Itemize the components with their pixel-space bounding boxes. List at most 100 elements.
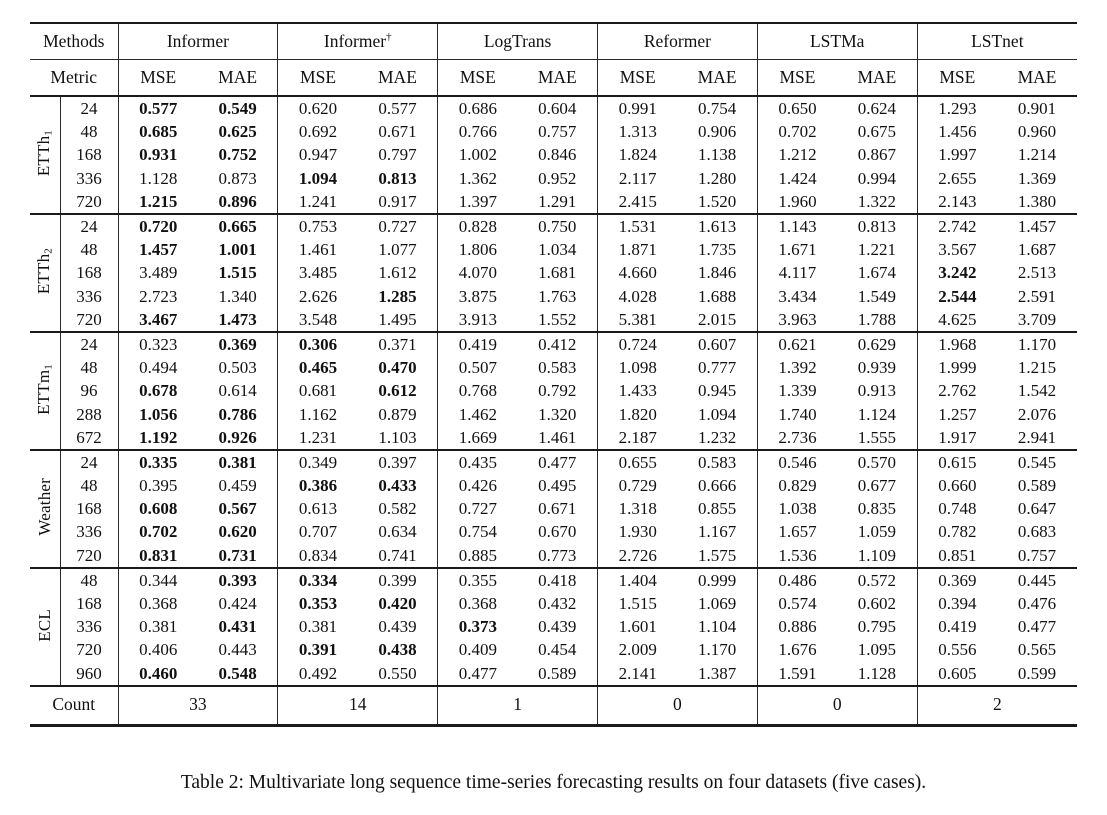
value-cell: 0.556 xyxy=(916,638,998,662)
value-cell: 0.729 xyxy=(596,474,678,498)
horizon-label: 48 xyxy=(59,474,118,498)
horizon-label: 24 xyxy=(59,330,118,357)
value-cell: 0.607 xyxy=(677,330,758,357)
value-cell: 0.494 xyxy=(117,356,198,380)
value-cell: 1.212 xyxy=(756,143,838,167)
value-cell: 0.947 xyxy=(277,143,358,167)
value-cell: 0.572 xyxy=(837,566,918,592)
horizon-label: 168 xyxy=(59,143,118,167)
value-cell: 0.707 xyxy=(277,520,358,544)
value-cell: 1.515 xyxy=(596,591,678,616)
value-cell: 1.214 xyxy=(1017,145,1057,165)
value-cell: 1.094 xyxy=(697,404,737,424)
results-table-container: Methods Informer Informer† LogTrans Reformer… xyxy=(30,22,1077,727)
value-cell: 1.657 xyxy=(756,520,838,544)
value-cell: 0.476 xyxy=(1017,594,1057,614)
value-cell: 1.930 xyxy=(596,520,678,544)
value-cell: 0.829 xyxy=(756,474,838,498)
value-cell: 0.393 xyxy=(197,566,278,592)
value-cell: 0.813 xyxy=(837,212,918,239)
method-header: LogTrans xyxy=(437,23,598,60)
value-cell: 1.339 xyxy=(756,379,838,403)
value-cell: 0.545 xyxy=(997,448,1077,474)
count-value: 2 xyxy=(916,684,1077,726)
value-cell: 1.671 xyxy=(756,238,838,262)
value-cell: 0.424 xyxy=(218,594,257,614)
value-cell: 1.457 xyxy=(117,238,198,262)
value-cell: 0.546 xyxy=(756,448,838,474)
value-cell: 0.748 xyxy=(916,497,998,521)
value-cell: 2.726 xyxy=(596,543,678,568)
value-cell: 2.187 xyxy=(596,425,678,450)
value-cell: 2.723 xyxy=(117,284,198,308)
value-cell: 0.438 xyxy=(378,640,417,660)
value-cell: 0.879 xyxy=(378,404,417,424)
value-cell: 2.544 xyxy=(916,284,998,308)
value-cell: 0.678 xyxy=(117,379,198,403)
value-cell: 1.846 xyxy=(697,263,737,283)
method-header: LSTnet xyxy=(916,23,1077,60)
value-cell: 0.867 xyxy=(857,145,897,165)
value-cell: 4.117 xyxy=(756,261,838,285)
value-cell: 0.917 xyxy=(378,191,417,211)
value-cell: 0.683 xyxy=(1017,522,1057,542)
value-cell: 1.128 xyxy=(117,166,198,190)
horizon-label: 24 xyxy=(59,94,118,121)
value-cell: 0.795 xyxy=(857,617,897,637)
value-cell: 1.404 xyxy=(596,566,678,592)
value-cell: 0.906 xyxy=(697,122,737,142)
value-cell: 0.549 xyxy=(197,94,278,121)
value-cell: 0.420 xyxy=(378,594,417,614)
value-cell: 0.620 xyxy=(277,94,358,121)
value-cell: 1.788 xyxy=(857,309,897,329)
value-cell: 0.831 xyxy=(117,543,198,568)
value-cell: 0.851 xyxy=(916,543,998,568)
value-cell: 1.098 xyxy=(596,356,678,380)
value-cell: 0.720 xyxy=(117,212,198,239)
horizon-label: 336 xyxy=(59,166,118,190)
value-cell: 2.626 xyxy=(277,284,358,308)
value-cell: 0.371 xyxy=(357,330,438,357)
metric-header-mae: MAE xyxy=(517,59,598,97)
value-cell: 0.692 xyxy=(277,120,358,144)
value-cell: 0.477 xyxy=(437,661,518,686)
value-cell: 0.994 xyxy=(857,168,897,188)
table-caption: Table 2: Multivariate long sequence time… xyxy=(180,772,927,793)
count-value: 14 xyxy=(277,684,438,726)
value-cell: 1.215 xyxy=(1017,358,1057,378)
value-cell: 3.567 xyxy=(916,238,998,262)
value-cell: 0.615 xyxy=(916,448,998,474)
value-cell: 1.461 xyxy=(538,427,577,447)
value-cell: 1.960 xyxy=(756,189,838,214)
value-cell: 0.754 xyxy=(677,94,758,121)
value-cell: 0.432 xyxy=(538,594,577,614)
value-cell: 0.625 xyxy=(218,122,257,142)
horizon-label: 48 xyxy=(59,566,118,592)
horizon-label: 336 xyxy=(59,615,118,639)
value-cell: 1.104 xyxy=(697,617,737,637)
value-cell: 1.997 xyxy=(916,143,998,167)
value-cell: 0.574 xyxy=(756,591,838,616)
value-cell: 0.334 xyxy=(277,566,358,592)
count-value: 0 xyxy=(596,684,758,726)
value-cell: 0.612 xyxy=(378,381,417,401)
value-cell: 1.002 xyxy=(437,143,518,167)
value-cell: 1.392 xyxy=(756,356,838,380)
value-cell: 1.871 xyxy=(596,238,678,262)
value-cell: 0.624 xyxy=(837,94,918,121)
method-header: Informer xyxy=(117,23,278,60)
value-cell: 0.570 xyxy=(837,448,918,474)
value-cell: 1.313 xyxy=(596,120,678,144)
metric-header-mse: MSE xyxy=(277,59,358,97)
value-cell: 0.650 xyxy=(756,94,838,121)
methods-header-label: Methods xyxy=(30,23,118,60)
value-cell: 0.621 xyxy=(756,330,838,357)
metric-header-mse: MSE xyxy=(437,59,518,97)
value-cell: 0.873 xyxy=(218,168,257,188)
value-cell: 0.589 xyxy=(1017,476,1057,496)
value-cell: 0.702 xyxy=(756,120,838,144)
value-cell: 1.257 xyxy=(916,402,998,426)
value-cell: 0.991 xyxy=(596,94,678,121)
value-cell: 1.531 xyxy=(596,212,678,239)
